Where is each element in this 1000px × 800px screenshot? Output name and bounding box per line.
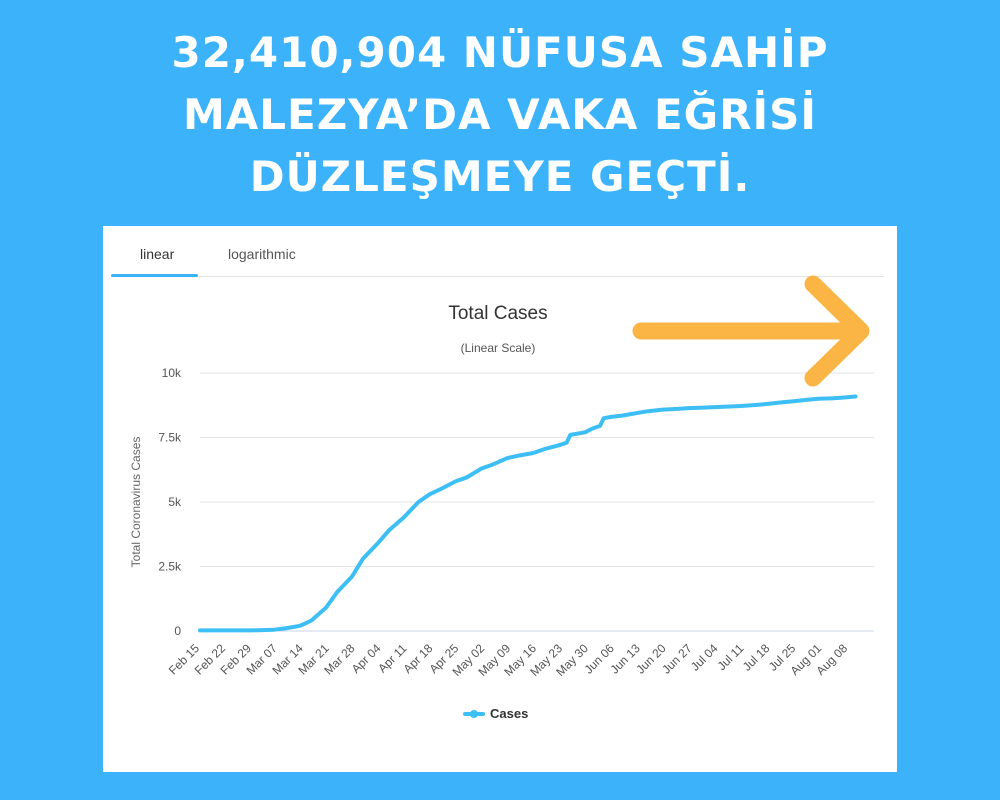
y-tick-label: 5k xyxy=(168,495,182,509)
chart-title: Total Cases xyxy=(448,303,547,324)
chart-card: linear logarithmic Total Cases (Linear S… xyxy=(103,226,897,772)
y-tick-label: 7.5k xyxy=(158,431,182,445)
y-tick-label: 2.5k xyxy=(158,560,182,574)
y-axis-label: Total Coronavirus Cases xyxy=(129,437,143,568)
headline-line-2: MALEZYA’DA VAKA EĞRİSİ xyxy=(182,90,818,139)
legend-label-cases: Cases xyxy=(490,706,529,721)
arrow-right-icon xyxy=(632,275,870,387)
headline-line-1: 32,410,904 NÜFUSA SAHİP xyxy=(171,28,829,77)
chart-tabs: linear logarithmic xyxy=(111,226,884,277)
y-tick-label: 10k xyxy=(162,366,182,380)
x-tick-label: Jul 04 xyxy=(688,641,721,674)
series-line-cases xyxy=(198,394,858,633)
x-tick-label: Jun 27 xyxy=(659,641,695,677)
active-tab-indicator xyxy=(111,274,198,277)
x-tick-label: Jul 11 xyxy=(715,641,747,673)
cases-line-chart: Total Cases (Linear Scale) Total Coronav… xyxy=(129,275,874,679)
y-tick-label: 0 xyxy=(174,624,181,638)
x-tick-label: Apr 04 xyxy=(349,641,384,676)
headline-line-3: DÜZLEŞMEYE GEÇTİ. xyxy=(249,152,751,201)
headline: 32,410,904 NÜFUSA SAHİP MALEZYA’DA VAKA … xyxy=(0,22,1000,208)
chart-subtitle: (Linear Scale) xyxy=(461,341,536,355)
x-tick-label: Jul 18 xyxy=(740,641,773,674)
tab-logarithmic[interactable]: logarithmic xyxy=(228,246,296,262)
tab-linear[interactable]: linear xyxy=(140,246,175,262)
legend-dot-marker xyxy=(470,710,478,718)
